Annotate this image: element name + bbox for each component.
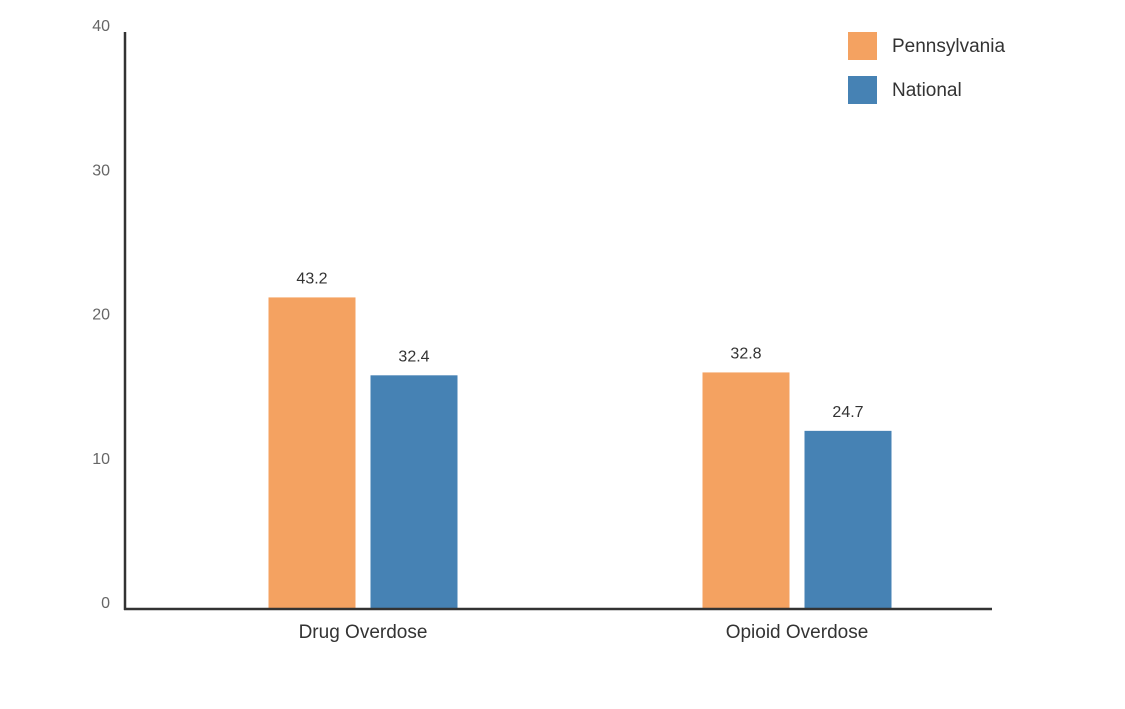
bars — [268, 297, 892, 609]
legend-label: Pennsylvania — [892, 36, 1005, 57]
y-tick-label: 30 — [92, 162, 110, 179]
bar-data-label: 32.8 — [730, 345, 761, 362]
legend-swatch-national — [848, 76, 877, 104]
bar-pennsylvania-drug-overdose — [268, 297, 356, 609]
bar-data-label: 32.4 — [398, 348, 429, 365]
y-axis-ticks: 0 10 20 30 40 — [92, 18, 110, 612]
bar-national-opioid-overdose — [804, 430, 892, 609]
x-category-label: Opioid Overdose — [726, 622, 869, 643]
legend-swatch-pennsylvania — [848, 32, 877, 60]
x-axis-category-labels: Drug Overdose Opioid Overdose — [299, 622, 869, 643]
bar-data-label: 24.7 — [832, 404, 863, 421]
y-tick-label: 10 — [92, 451, 110, 468]
legend-label: National — [892, 80, 962, 101]
y-tick-label: 0 — [101, 595, 110, 612]
bar-data-label: 43.2 — [296, 270, 327, 287]
bar-national-drug-overdose — [370, 375, 458, 609]
y-tick-label: 40 — [92, 18, 110, 35]
data-labels: 43.2 32.4 32.8 24.7 — [296, 270, 863, 420]
x-category-label: Drug Overdose — [299, 622, 428, 643]
y-tick-label: 20 — [92, 307, 110, 324]
legend: Pennsylvania National — [848, 32, 1005, 104]
bar-pennsylvania-opioid-overdose — [702, 372, 790, 609]
